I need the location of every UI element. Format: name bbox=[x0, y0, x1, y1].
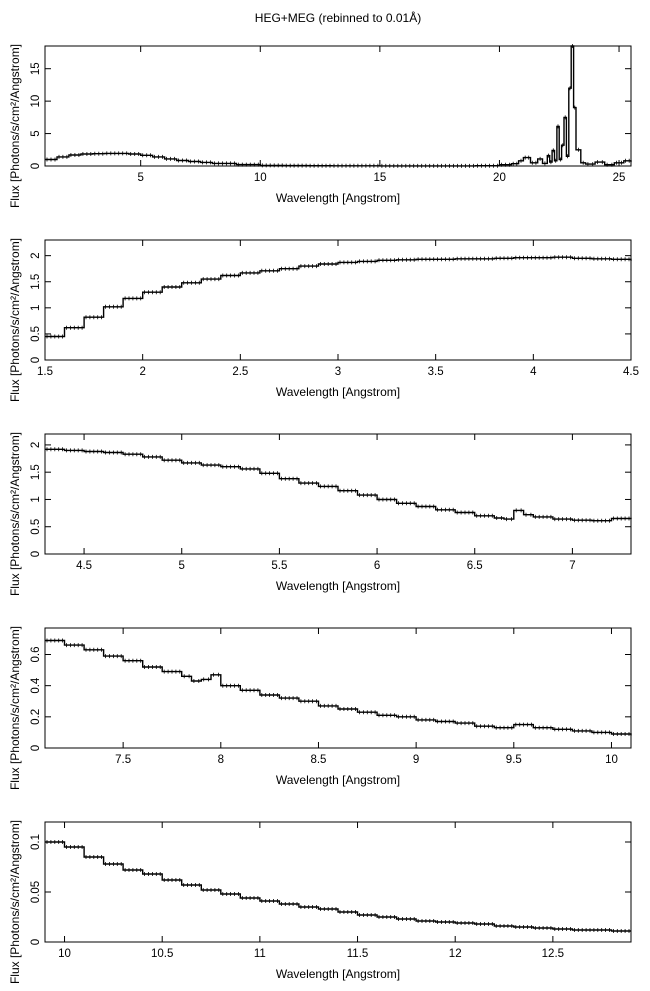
x-tick-label: 8.5 bbox=[310, 754, 326, 766]
x-tick-label: 2 bbox=[139, 366, 145, 378]
x-tick-label: 25 bbox=[613, 172, 626, 184]
y-tick-label: 1.5 bbox=[30, 464, 42, 480]
series-1-line bbox=[45, 448, 632, 522]
x-axis-label: Wavelength [Angstrom] bbox=[276, 385, 400, 399]
y-tick-label: 0.2 bbox=[30, 709, 42, 725]
y-tick-label: 0 bbox=[30, 939, 42, 945]
plot-frame bbox=[44, 627, 632, 749]
x-tick-label: 1.5 bbox=[37, 366, 53, 378]
y-axis-label: Flux [Photons/s/cm²/Angstrom] bbox=[8, 44, 22, 208]
y-tick-label: 0.05 bbox=[30, 881, 42, 903]
x-tick-label: 12.5 bbox=[542, 948, 564, 960]
series-1-error-bars bbox=[46, 840, 632, 933]
series-1-line bbox=[45, 639, 632, 736]
figure-title: HEG+MEG (rebinned to 0.01Å) bbox=[255, 10, 421, 25]
x-tick-label: 11 bbox=[254, 948, 266, 960]
x-tick-label: 7.5 bbox=[115, 754, 131, 766]
y-axis-label: Flux [Photons/s/cm²/Angstrom] bbox=[8, 432, 22, 596]
x-axis-label: Wavelength [Angstrom] bbox=[276, 579, 400, 593]
y-tick-label: 0 bbox=[30, 551, 42, 557]
x-tick-label: 6.5 bbox=[467, 560, 483, 572]
x-tick-label: 2.5 bbox=[232, 366, 248, 378]
series-1-error-bars bbox=[46, 255, 632, 339]
y-tick-label: 5 bbox=[30, 130, 42, 136]
x-tick-label: 3.5 bbox=[428, 366, 444, 378]
series-1-line bbox=[45, 45, 632, 167]
x-axis-label: Wavelength [Angstrom] bbox=[276, 191, 400, 205]
y-tick-label: 1 bbox=[30, 496, 42, 502]
y-axis-label: Flux [Photons/s/cm²/Angstrom] bbox=[8, 820, 22, 984]
y-tick-label: 1 bbox=[30, 305, 42, 311]
y-tick-label: 1.5 bbox=[30, 274, 42, 290]
y-axis-label: Flux [Photons/s/cm²/Angstrom] bbox=[8, 238, 22, 402]
y-tick-label: 2 bbox=[30, 442, 42, 448]
x-tick-label: 4 bbox=[530, 366, 537, 378]
y-tick-label: 0.5 bbox=[30, 326, 42, 342]
x-tick-label: 10.5 bbox=[151, 948, 173, 960]
x-axis-label: Wavelength [Angstrom] bbox=[276, 773, 400, 787]
chart-panel-5: 10 10.5 11 11.5 12 12.5 0 0.05 0.1 Wavelength [An… bbox=[8, 820, 632, 984]
y-tick-label: 0.4 bbox=[30, 677, 42, 694]
x-tick-label: 8 bbox=[218, 754, 224, 766]
x-tick-label: 9.5 bbox=[506, 754, 522, 766]
x-tick-label: 12 bbox=[449, 948, 462, 960]
x-tick-label: 11.5 bbox=[347, 948, 369, 960]
y-tick-label: 15 bbox=[30, 62, 42, 75]
x-axis-label: Wavelength [Angstrom] bbox=[276, 967, 400, 981]
x-tick-label: 20 bbox=[493, 172, 506, 184]
x-tick-label: 4.5 bbox=[623, 366, 639, 378]
series-1-line bbox=[45, 256, 632, 338]
x-tick-label: 10 bbox=[605, 754, 618, 766]
series-1-line bbox=[45, 841, 631, 932]
y-tick-label: 10 bbox=[30, 95, 42, 108]
x-tick-label: 4.5 bbox=[76, 560, 92, 572]
x-tick-label: 10 bbox=[58, 948, 71, 960]
chart-panel-3: 4.5 5 5.5 6 6.5 7 0 0.5 1 1.5 2 Wavelength [Angstro… bbox=[8, 432, 632, 596]
y-axis-label: Flux [Photons/s/cm²/Angstrom] bbox=[8, 626, 22, 790]
y-tick-label: 0 bbox=[30, 357, 42, 363]
x-tick-label: 9 bbox=[413, 754, 419, 766]
x-tick-label: 7 bbox=[569, 560, 575, 572]
x-tick-label: 6 bbox=[374, 560, 380, 572]
y-tick-label: 0.6 bbox=[30, 646, 42, 662]
chart-panel-2: 1.5 2 2.5 3 3.5 4 4.5 0 0.5 1 1.5 2 Wavelength [Angs… bbox=[8, 238, 639, 402]
chart-panel-1: 5 10 15 20 25 0 5 10 15 Wavelength [Angstrom] Flux… bbox=[8, 44, 632, 208]
y-tick-label: 2 bbox=[30, 252, 42, 258]
y-tick-label: 0 bbox=[30, 745, 42, 751]
plot-frame bbox=[44, 433, 632, 555]
y-tick-label: 0.5 bbox=[30, 519, 42, 535]
x-tick-label: 3 bbox=[335, 366, 341, 378]
series-1-error-bars bbox=[46, 44, 632, 168]
y-tick-label: 0.1 bbox=[30, 834, 42, 850]
x-tick-label: 15 bbox=[373, 172, 386, 184]
x-tick-label: 5 bbox=[179, 560, 185, 572]
plot-frame bbox=[44, 821, 632, 943]
series-1-error-bars bbox=[46, 638, 632, 738]
x-tick-label: 10 bbox=[254, 172, 267, 184]
x-tick-label: 5.5 bbox=[271, 560, 287, 572]
plot-frame bbox=[44, 45, 632, 167]
chart-panel-4: 7.5 8 8.5 9 9.5 10 0 0.2 0.4 0.6 Wavelength [Angst… bbox=[8, 626, 632, 790]
y-tick-label: 0 bbox=[30, 163, 42, 169]
series-1-error-bars bbox=[46, 447, 632, 523]
x-tick-label: 5 bbox=[137, 172, 143, 184]
